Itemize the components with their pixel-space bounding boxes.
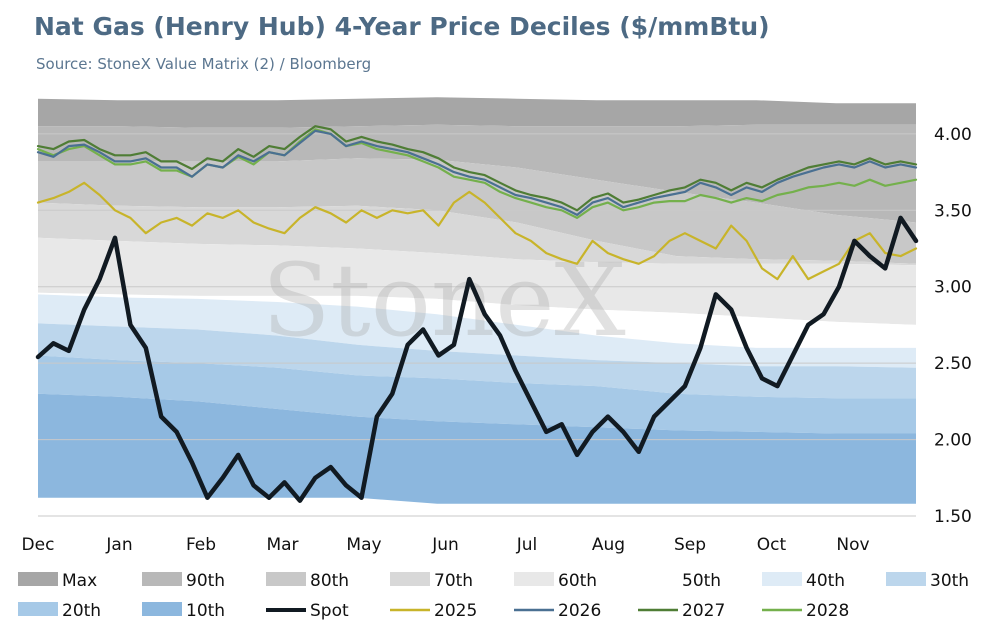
series-line-2028 [36,128,918,219]
legend-item-50th: 50th [638,571,721,591]
y-tick-label: 2.50 [934,354,972,374]
legend-swatch [142,602,182,616]
legend-item-2025: 2025 [390,601,477,621]
legend-item-2026: 2026 [514,601,601,621]
legend-swatch [18,602,58,616]
legend-swatch [514,572,554,586]
x-tick-label: Jul [516,535,538,555]
legend-label: 30th [930,571,969,591]
series-line-2025 [36,181,918,281]
legend-label: 2028 [806,601,849,621]
decile-bands [38,97,916,504]
series-line-spot [35,215,919,503]
y-tick-label: 2.00 [934,431,972,451]
legend-label: 90th [186,571,225,591]
legend-label: Spot [310,601,349,621]
stonex-watermark: StoneX [262,242,626,359]
gridlines [38,133,916,517]
band-20th [38,355,916,434]
legend: Max 90th 80th 70th 60th 50th 40th 30th 20th 10th S… [18,571,969,621]
series-line-2027 [36,125,918,212]
legend-swatch [142,572,182,586]
legend-item-70th: 70th [390,571,473,591]
x-tick-label: Mar [266,535,298,555]
legend-swatch [886,572,926,586]
band-30th [38,323,916,399]
y-tick-label: 3.00 [934,278,972,298]
y-tick-label: 1.50 [934,507,972,527]
legend-swatch [266,572,306,586]
x-tick-label: Jan [105,535,132,555]
x-tick-label: Aug [592,535,625,555]
legend-item-max: Max [18,571,97,591]
band-60th [38,237,916,325]
legend-swatch [18,572,58,586]
x-tick-label: Jun [431,535,459,555]
x-axis: Dec Jan Feb Mar May Jun Jul Aug Sep Oct Nov [22,535,870,555]
legend-item-10th: 10th [142,601,225,621]
band-80th [38,158,916,264]
legend-item-2027: 2027 [638,601,725,621]
band-40th [38,294,916,368]
legend-label: 50th [682,571,721,591]
band-70th [38,202,916,266]
chart-subtitle: Source: StoneX Value Matrix (2) / Bloomb… [36,55,372,73]
legend-item-90th: 90th [142,571,225,591]
x-tick-label: Nov [836,535,869,555]
legend-swatch [638,572,678,586]
legend-item-30th: 30th [886,571,969,591]
legend-label: 60th [558,571,597,591]
legend-swatch [762,572,802,586]
legend-label: 2027 [682,601,725,621]
y-tick-label: 3.50 [934,201,972,221]
x-tick-label: Feb [186,535,216,555]
legend-item-60th: 60th [514,571,597,591]
x-tick-label: Dec [22,535,55,555]
y-tick-label: 4.00 [934,125,972,145]
legend-label: 2026 [558,601,601,621]
band-50th [38,292,916,348]
band-max [38,97,916,128]
legend-label: Max [62,571,97,591]
x-tick-label: May [346,535,381,555]
legend-item-40th: 40th [762,571,845,591]
x-tick-label: Sep [674,535,706,555]
y-axis: 4.00 3.50 3.00 2.50 2.00 1.50 [934,125,972,527]
x-tick-label: Oct [757,535,787,555]
price-lines [35,125,919,503]
legend-label: 70th [434,571,473,591]
legend-label: 2025 [434,601,477,621]
legend-item-2028: 2028 [762,601,849,621]
legend-swatch [390,572,430,586]
band-90th [38,124,916,223]
legend-item-spot: Spot [266,601,349,621]
legend-item-20th: 20th [18,601,101,621]
legend-label: 40th [806,571,845,591]
legend-item-80th: 80th [266,571,349,591]
chart-title: Nat Gas (Henry Hub) 4-Year Price Deciles… [34,12,770,41]
legend-label: 10th [186,601,225,621]
legend-label: 20th [62,601,101,621]
band-10th [38,393,916,504]
legend-label: 80th [310,571,349,591]
series-line-2026 [36,129,918,216]
